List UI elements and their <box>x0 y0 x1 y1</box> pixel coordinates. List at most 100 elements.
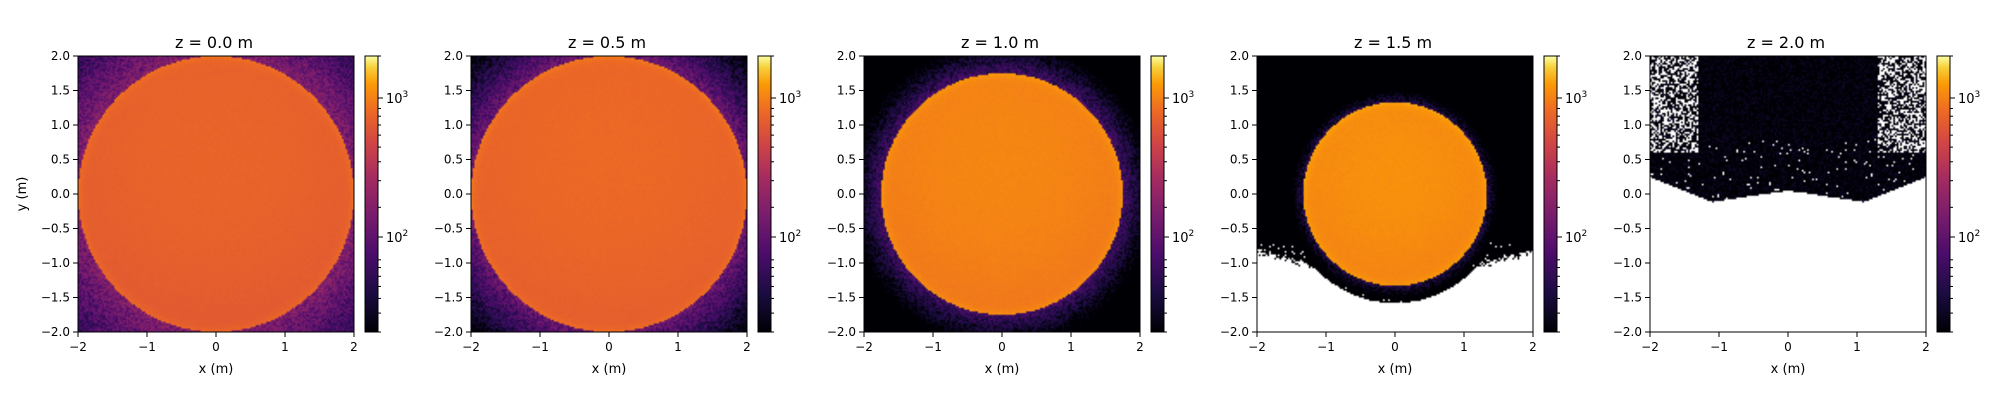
x-tick-label: 2 <box>350 340 358 354</box>
panel-5-colorbar-tick-100: 102 <box>1958 229 1980 246</box>
y-tick-label: 2.0 <box>837 49 856 63</box>
x-tick-label: −2 <box>462 340 480 354</box>
panel-4-colorbar-tick-1000: 103 <box>1565 90 1587 107</box>
panel-1-heatmap <box>78 56 354 332</box>
panel-1-title: z = 0.0 m <box>175 33 253 52</box>
y-tick-label: 1.5 <box>51 84 70 98</box>
x-tick-label: 1 <box>281 340 289 354</box>
y-tick-label: 1.0 <box>1230 118 1249 132</box>
x-tick-label: 1 <box>1853 340 1861 354</box>
y-tick-label: 1.5 <box>837 84 856 98</box>
y-tick-label: 0.0 <box>444 187 463 201</box>
panel-1-colorbar-tick-1000: 103 <box>386 90 408 107</box>
panel-5: z = 2.0 m −2 −1 0 1 2 −2.0 −1.5 −1.0 −0.5 0.0 0.5… <box>1613 33 1980 377</box>
panel-2-colorbar <box>757 55 772 333</box>
panel-3-colorbar <box>1150 55 1165 333</box>
x-tick-label: 2 <box>1136 340 1144 354</box>
panel-2-heatmap <box>471 56 747 332</box>
x-tick-label: 0 <box>1391 340 1399 354</box>
y-tick-label: 1.0 <box>51 118 70 132</box>
panel-3-colorbar-tick-100: 102 <box>1172 229 1194 246</box>
y-tick-label: 1.5 <box>1623 84 1642 98</box>
panel-3-xticks: −2 −1 0 1 2 <box>855 332 1144 354</box>
y-tick-label: 0.5 <box>837 153 856 167</box>
panel-4-yticks: −2.0 −1.5 −1.0 −0.5 0.0 0.5 1.0 1.5 2.0 <box>1220 49 1257 339</box>
y-tick-label: 2.0 <box>444 49 463 63</box>
y-tick-label: −1.0 <box>827 256 856 270</box>
y-tick-label: −1.5 <box>827 291 856 305</box>
y-tick-label: 0.0 <box>1230 187 1249 201</box>
panel-3-colorbar-tick-1000: 103 <box>1172 90 1194 107</box>
panel-1-colorbar-ticks <box>378 55 381 333</box>
panel-1-xticks: −2 −1 0 1 2 <box>69 332 358 354</box>
panel-1: z = 0.0 m −2 −1 0 1 2 −2.0 −1.5 −1.0 −0.5 0.0 0.5… <box>15 33 408 377</box>
y-tick-label: −2.0 <box>827 325 856 339</box>
x-tick-label: 0 <box>605 340 613 354</box>
y-tick-label: 0.0 <box>1623 187 1642 201</box>
y-tick-label: −0.5 <box>1613 222 1642 236</box>
y-tick-label: −1.5 <box>1613 291 1642 305</box>
x-tick-label: 0 <box>998 340 1006 354</box>
x-tick-label: 1 <box>674 340 682 354</box>
panel-3-yticks: −2.0 −1.5 −1.0 −0.5 0.0 0.5 1.0 1.5 2.0 <box>827 49 864 339</box>
x-tick-label: −1 <box>1710 340 1728 354</box>
y-tick-label: −2.0 <box>434 325 463 339</box>
panel-4-xlabel: x (m) <box>1378 362 1413 377</box>
panel-4-colorbar <box>1543 55 1558 333</box>
panel-4-heatmap <box>1257 56 1533 332</box>
y-tick-label: −0.5 <box>434 222 463 236</box>
y-tick-label: −0.5 <box>1220 222 1249 236</box>
y-tick-label: −1.5 <box>1220 291 1249 305</box>
panel-2: z = 0.5 m −2 −1 0 1 2 −2.0 −1.5 −1.0 −0.5 0.0 0.5… <box>434 33 801 377</box>
y-tick-label: −1.5 <box>41 291 70 305</box>
y-tick-label: −0.5 <box>41 222 70 236</box>
panel-5-yticks: −2.0 −1.5 −1.0 −0.5 0.0 0.5 1.0 1.5 2.0 <box>1613 49 1650 339</box>
y-tick-label: −1.5 <box>434 291 463 305</box>
panel-2-xlabel: x (m) <box>592 362 627 377</box>
panel-4-colorbar-tick-100: 102 <box>1565 229 1587 246</box>
x-tick-label: −1 <box>531 340 549 354</box>
x-tick-label: −2 <box>69 340 87 354</box>
panel-3-xlabel: x (m) <box>985 362 1020 377</box>
x-tick-label: −2 <box>1248 340 1266 354</box>
panel-3-heatmap <box>864 56 1140 332</box>
panel-2-colorbar-tick-1000: 103 <box>779 90 801 107</box>
panel-1-yticks: −2.0 −1.5 −1.0 −0.5 0.0 0.5 1.0 1.5 2.0 <box>41 49 78 339</box>
y-tick-label: 2.0 <box>1230 49 1249 63</box>
x-tick-label: 0 <box>212 340 220 354</box>
y-tick-label: 0.0 <box>51 187 70 201</box>
x-tick-label: 2 <box>1529 340 1537 354</box>
y-tick-label: −2.0 <box>1613 325 1642 339</box>
y-tick-label: 2.0 <box>1623 49 1642 63</box>
y-tick-label: −2.0 <box>1220 325 1249 339</box>
panel-2-xticks: −2 −1 0 1 2 <box>462 332 751 354</box>
y-tick-label: −1.0 <box>41 256 70 270</box>
panel-4: z = 1.5 m −2 −1 0 1 2 −2.0 −1.5 −1.0 −0.5 0.0 0.5… <box>1220 33 1587 377</box>
x-tick-label: −1 <box>924 340 942 354</box>
y-tick-label: 0.5 <box>51 153 70 167</box>
x-tick-label: −2 <box>855 340 873 354</box>
y-tick-label: 0.5 <box>1230 153 1249 167</box>
panel-1-ylabel: y (m) <box>15 177 30 212</box>
x-tick-label: 2 <box>743 340 751 354</box>
x-tick-label: −2 <box>1641 340 1659 354</box>
x-tick-label: 1 <box>1460 340 1468 354</box>
y-tick-label: −2.0 <box>41 325 70 339</box>
y-tick-label: −1.0 <box>1613 256 1642 270</box>
panel-5-xticks: −2 −1 0 1 2 <box>1641 332 1930 354</box>
x-tick-label: −1 <box>138 340 156 354</box>
y-tick-label: 0.5 <box>444 153 463 167</box>
panel-2-colorbar-ticks <box>771 55 774 333</box>
y-tick-label: 0.0 <box>837 187 856 201</box>
x-tick-label: 2 <box>1922 340 1930 354</box>
y-tick-label: −1.0 <box>434 256 463 270</box>
panel-3: z = 1.0 m −2 −1 0 1 2 −2.0 −1.5 −1.0 −0.5 0.0 0.5… <box>827 33 1194 377</box>
y-tick-label: 1.0 <box>837 118 856 132</box>
x-tick-label: 1 <box>1067 340 1075 354</box>
y-tick-label: −0.5 <box>827 222 856 236</box>
y-tick-label: −1.0 <box>1220 256 1249 270</box>
panel-5-colorbar-ticks <box>1950 55 1953 333</box>
y-tick-label: 1.0 <box>444 118 463 132</box>
panel-5-title: z = 2.0 m <box>1747 33 1825 52</box>
